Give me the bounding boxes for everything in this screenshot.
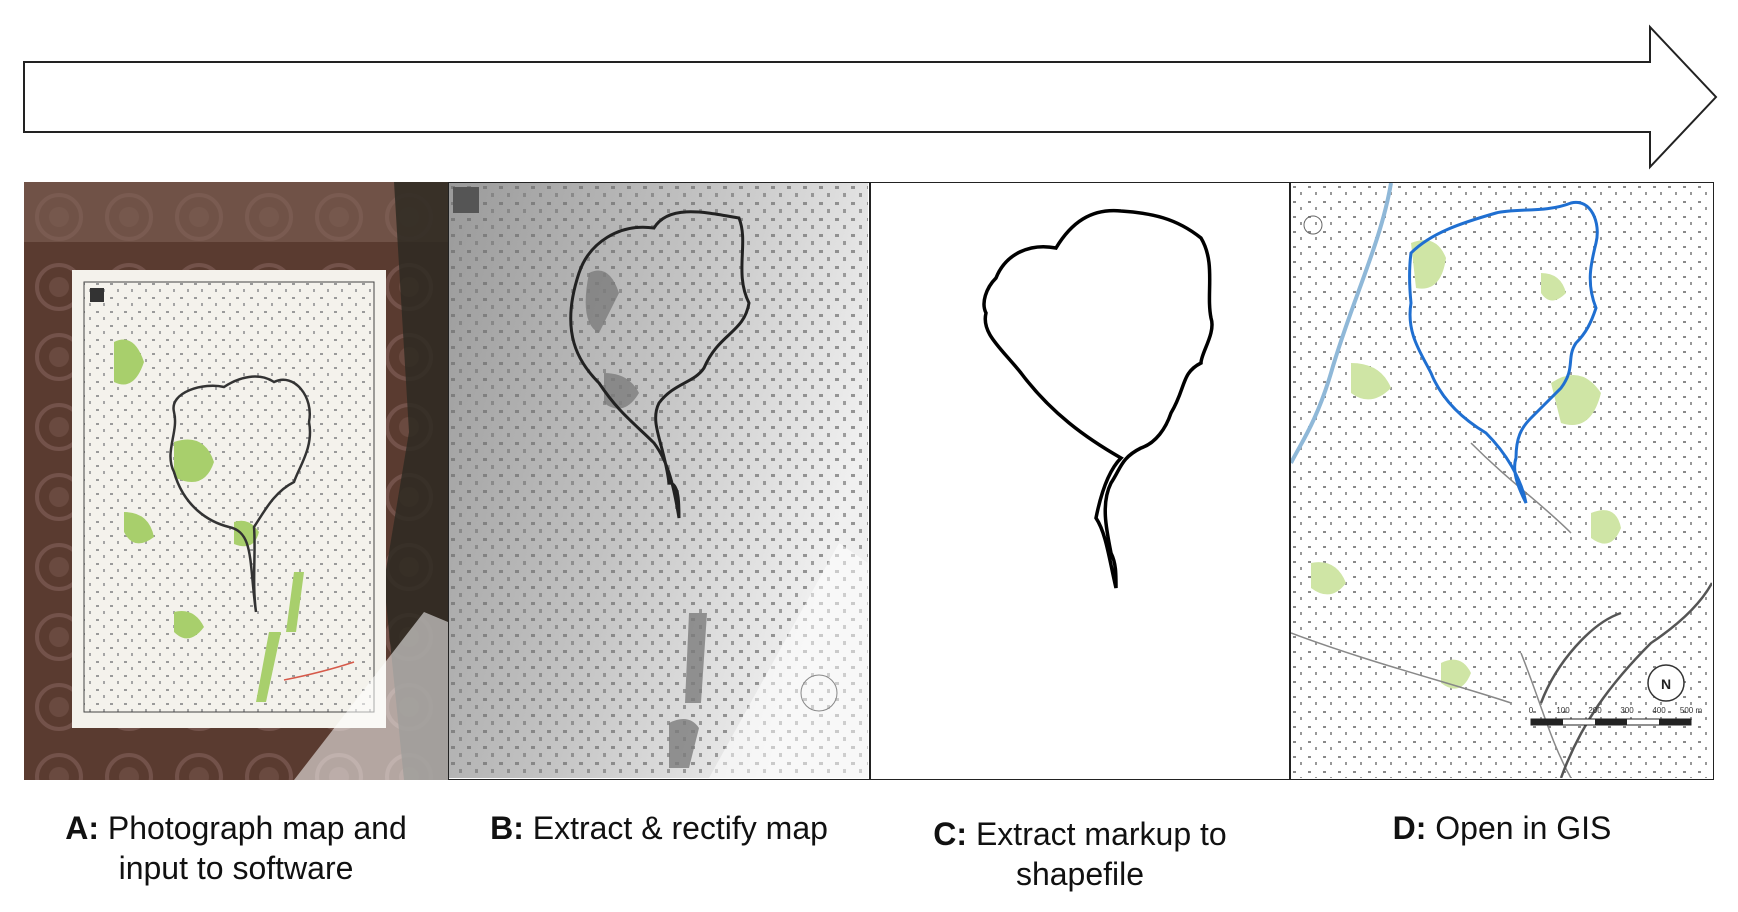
qr-code-icon xyxy=(90,288,104,302)
step-text-line2: shapefile xyxy=(1015,856,1145,892)
river xyxy=(1291,183,1393,464)
scale-label-200: 200 xyxy=(1588,706,1602,715)
route-gis-layer xyxy=(1408,200,1599,504)
process-arrow xyxy=(23,24,1718,170)
glare xyxy=(294,612,448,780)
photograph-illustration xyxy=(24,182,448,780)
step-text-line1: Open in GIS xyxy=(1435,810,1612,846)
step-letter: D: xyxy=(1392,810,1427,846)
scale-bar: 0 100 200 300 400 500 m xyxy=(1529,706,1703,726)
panel-extracted-markup xyxy=(870,182,1290,780)
step-letter: C: xyxy=(933,816,968,852)
step-letter: A: xyxy=(65,810,99,846)
north-arrow-icon xyxy=(800,674,838,712)
qr-code-icon xyxy=(453,187,479,213)
step-text-line1: Extract & rectify map xyxy=(532,810,828,846)
markup-illustration xyxy=(871,183,1288,778)
hand-drawn-route xyxy=(169,375,312,613)
scale-label-300: 300 xyxy=(1620,706,1634,715)
scale-label-500: 500 m xyxy=(1680,706,1703,715)
caption-step-c: C: Extract markup to shapefile xyxy=(870,814,1290,894)
caption-step-a: A: Photograph map and input to software xyxy=(24,808,448,888)
gis-map-illustration: N 0 100 200 300 400 500 m xyxy=(1291,183,1712,778)
process-arrow-shape xyxy=(23,24,1718,170)
north-label: N xyxy=(1661,676,1671,692)
north-arrow-icon xyxy=(1647,664,1685,702)
scale-label-400: 400 xyxy=(1652,706,1666,715)
step-text-line1: Photograph map and xyxy=(107,810,407,846)
rectified-map-illustration xyxy=(449,183,868,778)
scale-label-100: 100 xyxy=(1556,706,1570,715)
step-letter: B: xyxy=(490,810,524,846)
vegetation-areas xyxy=(114,339,304,702)
scale-label-0: 0 xyxy=(1529,706,1534,715)
panel-photograph xyxy=(24,182,448,780)
panel-rectified-map xyxy=(448,182,870,780)
caption-step-d: D: Open in GIS xyxy=(1290,808,1714,848)
route-shapefile-line xyxy=(982,208,1214,589)
route-markup xyxy=(569,210,751,519)
panel-gis-map: N 0 100 200 300 400 500 m xyxy=(1290,182,1714,780)
step-text-line2: input to software xyxy=(118,850,354,886)
step-text-line1: Extract markup to xyxy=(975,816,1227,852)
printed-map-sheet xyxy=(72,270,386,728)
caption-step-b: B: Extract & rectify map xyxy=(448,808,870,848)
